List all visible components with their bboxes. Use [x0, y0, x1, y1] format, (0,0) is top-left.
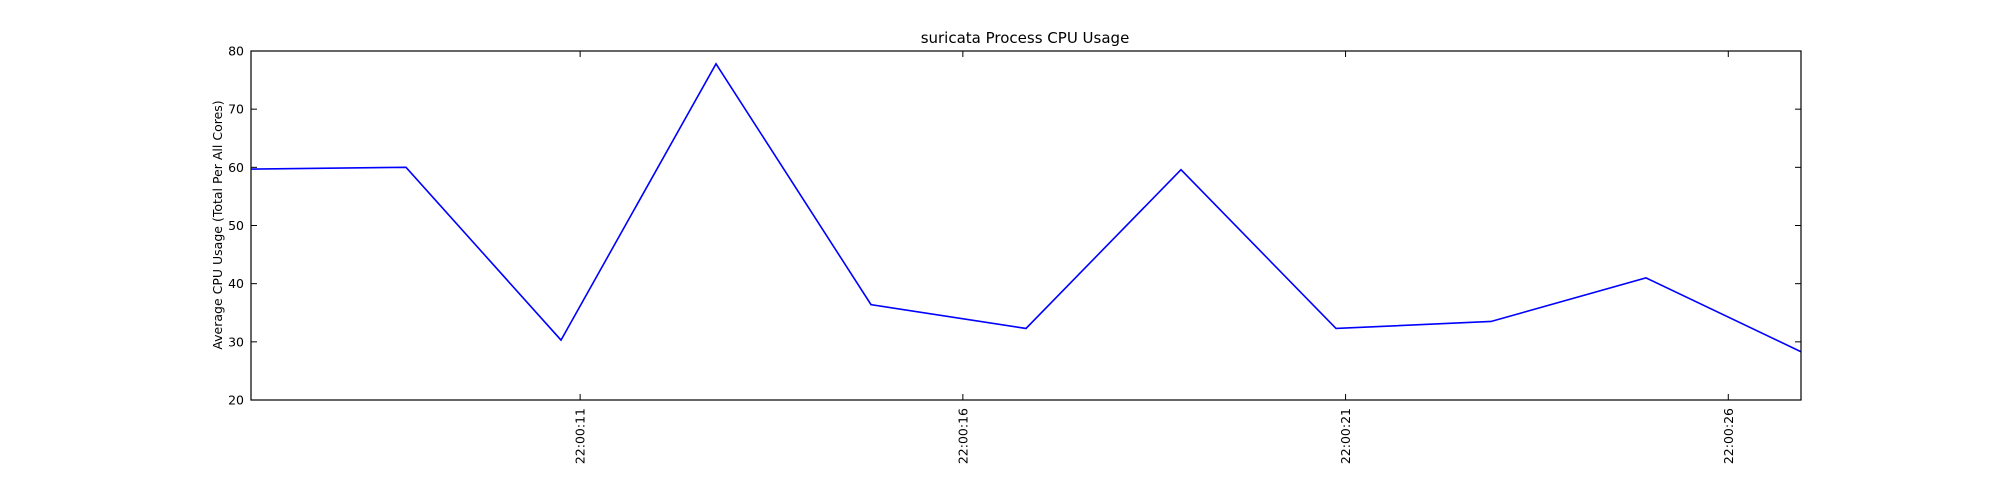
x-tick-label: 22:00:16 [955, 408, 970, 464]
y-axis-label: Average CPU Usage (Total Per All Cores) [210, 100, 225, 349]
chart-title: suricata Process CPU Usage [921, 29, 1130, 47]
x-tick-label: 22:00:21 [1338, 408, 1353, 464]
y-tick-label: 80 [228, 44, 244, 59]
y-tick-label: 30 [228, 334, 244, 349]
y-tick-label: 50 [228, 218, 244, 233]
y-tick-label: 40 [228, 276, 244, 291]
plot-area: 20 30 40 50 60 70 80 22:00:11 22:00:16 22:00:21 22… [228, 44, 1802, 464]
y-tick-label: 20 [228, 393, 244, 408]
x-tick-label: 22:00:26 [1721, 408, 1736, 464]
y-tick-label: 70 [228, 102, 244, 117]
plot-frame [250, 50, 1802, 401]
x-tick-label: 22:00:11 [573, 408, 588, 464]
y-tick-label: 60 [228, 160, 244, 175]
series-line-0 [250, 62, 1802, 353]
